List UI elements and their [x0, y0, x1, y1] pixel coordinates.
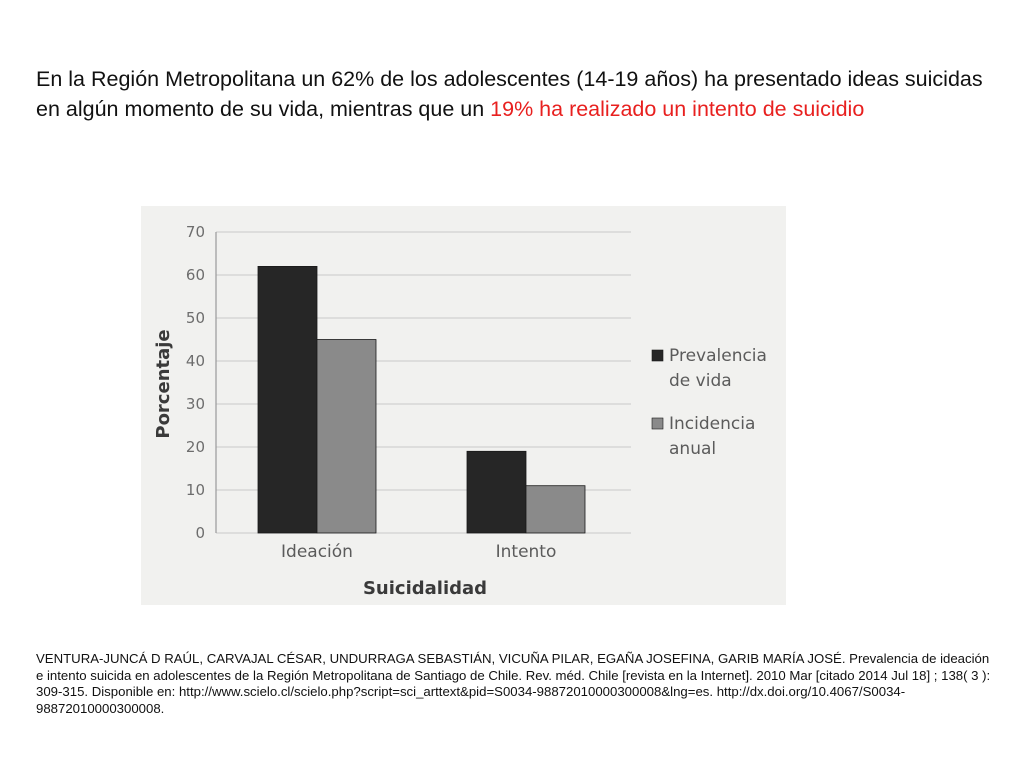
legend-label: de vida: [669, 371, 732, 391]
x-axis-title: Suicidalidad: [363, 578, 487, 599]
y-tick-labels: 0 10 20 30 40 50 60 70: [186, 223, 205, 542]
legend-label: anual: [669, 439, 716, 459]
y-tick-label: 60: [186, 266, 205, 284]
bar-incidencia-0: [316, 339, 377, 534]
legend-label: Prevalencia: [669, 346, 767, 366]
y-tick-label: 10: [186, 481, 205, 499]
y-tick-label: 20: [186, 438, 205, 456]
x-category-label: Intento: [496, 542, 557, 562]
legend-swatch: [651, 417, 664, 430]
headline: En la Región Metropolitana un 62% de los…: [36, 64, 986, 124]
y-tick-label: 0: [195, 524, 205, 542]
x-category-labels: Ideación Intento: [281, 542, 556, 562]
legend-label: Incidencia: [669, 414, 755, 434]
y-tick-label: 30: [186, 395, 205, 413]
citation: VENTURA-JUNCÁ D RAÚL, CARVAJAL CÉSAR, UN…: [36, 651, 991, 716]
y-tick-label: 50: [186, 309, 205, 327]
headline-text: En la Región Metropolitana un 62% de los…: [36, 67, 983, 121]
headline-highlight: 19% ha realizado un intento de suicidio: [490, 97, 865, 121]
legend: Prevalencia de vida Incidencia anual: [651, 346, 767, 459]
y-axis-title: Porcentaje: [153, 329, 174, 438]
bars-layer: [257, 266, 586, 534]
bar-prevalencia-1: [466, 450, 527, 534]
x-category-label: Ideación: [281, 542, 353, 562]
chart-svg: 0 10 20 30 40 50 60 70 Ideación Intento Porcenta…: [153, 223, 767, 599]
bar-prevalencia-0: [257, 266, 318, 534]
y-tick-label: 70: [186, 223, 205, 241]
bar-chart: 0 10 20 30 40 50 60 70 Ideación Intento Porcenta…: [141, 206, 786, 605]
legend-swatch: [651, 349, 664, 362]
y-tick-label: 40: [186, 352, 205, 370]
bar-incidencia-1: [525, 485, 586, 534]
